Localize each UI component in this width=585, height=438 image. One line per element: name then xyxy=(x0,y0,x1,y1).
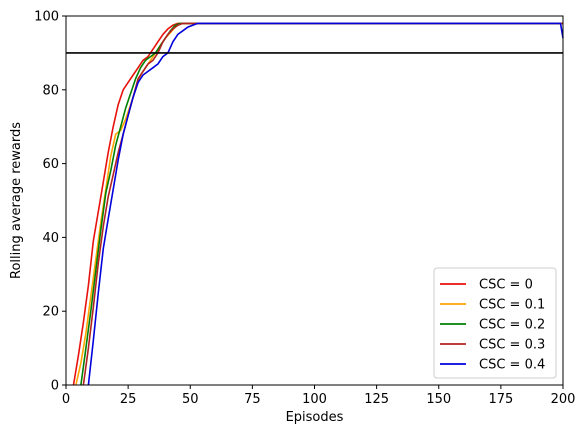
x-tick-label: 150 xyxy=(426,392,451,407)
x-tick-label: 50 xyxy=(182,392,199,407)
legend-label-1: CSC = 0.1 xyxy=(479,298,545,313)
x-axis-label: Episodes xyxy=(286,410,344,425)
series-line-4 xyxy=(87,22,564,386)
y-tick-label: 60 xyxy=(42,157,59,172)
x-tick-label: 75 xyxy=(244,392,261,407)
series-layer xyxy=(72,22,564,386)
legend-items: CSC = 0 CSC = 0.1 CSC = 0.2 CSC = 0.3 CSC = … xyxy=(440,278,545,373)
legend-label-3: CSC = 0.3 xyxy=(479,338,545,353)
legend: CSC = 0 CSC = 0.1 CSC = 0.2 CSC = 0.3 CSC = … xyxy=(433,267,557,379)
series-line-2 xyxy=(80,22,563,386)
y-axis-ticks: 0 20 40 60 80 100 xyxy=(34,10,66,394)
y-tick-label: 20 xyxy=(42,305,59,320)
x-tick-label: 100 xyxy=(302,392,327,407)
x-tick-label: 200 xyxy=(551,392,576,407)
series-line-0 xyxy=(72,22,563,386)
y-tick-label: 40 xyxy=(42,231,59,246)
series-line-3 xyxy=(82,22,563,386)
legend-label-0: CSC = 0 xyxy=(479,278,533,293)
y-axis-label: Rolling average rewards xyxy=(9,122,24,279)
legend-frame xyxy=(433,267,557,379)
y-tick-label: 100 xyxy=(34,10,59,25)
y-tick-label: 0 xyxy=(51,379,59,394)
y-tick-label: 80 xyxy=(42,83,59,98)
x-axis-ticks: 0 25 50 75 100 125 150 175 200 xyxy=(62,385,576,407)
x-tick-label: 25 xyxy=(120,392,137,407)
x-tick-label: 0 xyxy=(62,392,70,407)
x-tick-label: 125 xyxy=(364,392,389,407)
legend-label-2: CSC = 0.2 xyxy=(479,318,545,333)
legend-label-4: CSC = 0.4 xyxy=(479,358,545,373)
x-tick-label: 175 xyxy=(488,392,513,407)
